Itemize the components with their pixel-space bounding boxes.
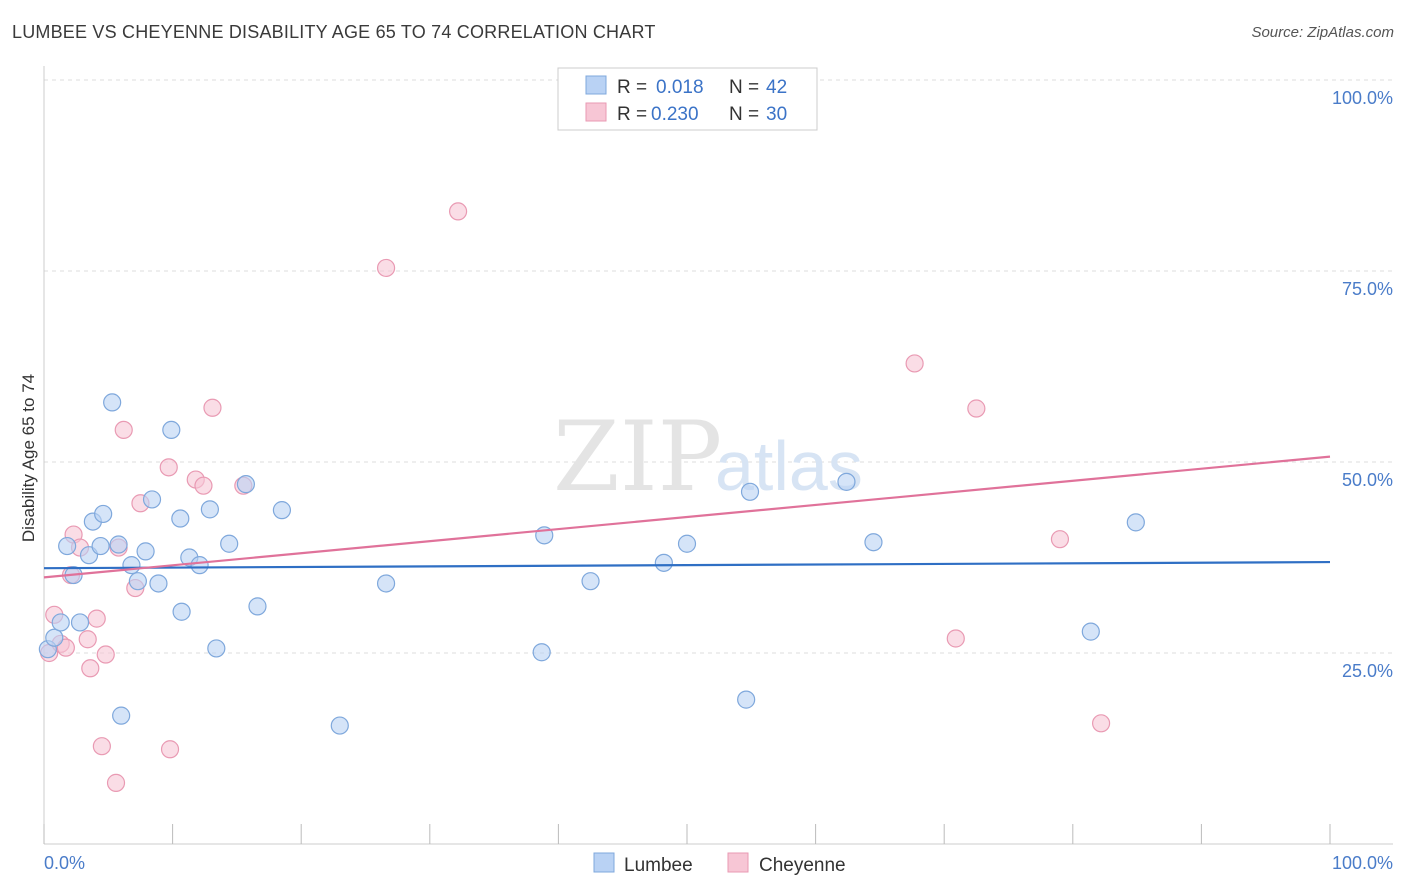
watermark-zip: ZIP (553, 401, 722, 513)
lumbee-point-31 (532, 643, 551, 662)
legend-bottom-cheyenne-swatch (727, 852, 749, 873)
cheyenne-r-label: R = (617, 104, 647, 125)
lumbee-point-28 (272, 501, 292, 520)
lumbee-point-5 (70, 613, 90, 632)
lumbee-point-25 (220, 534, 239, 553)
lumbee-point-40 (1081, 622, 1100, 641)
cheyenne-n-label: N = (729, 104, 759, 125)
x-tick-label-max: 100.0% (1332, 853, 1393, 873)
lumbee-point-9 (94, 504, 113, 524)
lumbee-point-16 (142, 490, 162, 509)
lumbee-point-14 (128, 572, 147, 591)
cheyenne-n-value: 30 (766, 104, 787, 125)
cheyenne-point-23 (376, 258, 396, 278)
lumbee-point-30 (376, 574, 396, 593)
cheyenne-point-3 (56, 638, 75, 657)
cheyenne-point-14 (114, 420, 133, 440)
cheyenne-swatch (585, 102, 607, 122)
cheyenne-r-value: 0.230 (651, 104, 699, 125)
lumbee-point-33 (581, 572, 600, 591)
lumbee-r-value: 0.018 (656, 77, 704, 98)
lumbee-point-2 (51, 613, 70, 632)
legend-bottom-cheyenne-label: Cheyenne (759, 855, 846, 876)
chart-title: LUMBEE VS CHEYENNE DISABILITY AGE 65 TO … (12, 22, 656, 42)
cheyenne-point-21 (203, 398, 222, 417)
lumbee-point-36 (737, 690, 756, 709)
lumbee-point-26 (236, 475, 256, 494)
cheyenne-trend-line (43, 455, 1331, 579)
lumbee-point-10 (103, 393, 122, 412)
lumbee-point-18 (162, 420, 181, 440)
lumbee-point-15 (136, 542, 155, 561)
legend-bottom: Lumbee Cheyenne (593, 852, 846, 876)
source-label: Source: ZipAtlas.com (1251, 24, 1394, 41)
lumbee-point-38 (837, 472, 856, 491)
lumbee-point-34 (654, 553, 673, 572)
y-tick-label-2: 75.0% (1342, 279, 1393, 299)
cheyenne-point-10 (92, 737, 111, 756)
cheyenne-point-24 (448, 202, 468, 221)
y-tick-label-0: 25.0% (1342, 661, 1393, 681)
lumbee-point-35 (677, 534, 697, 553)
y-axis-label: Disability Age 65 to 74 (19, 374, 38, 542)
cheyenne-point-26 (946, 629, 965, 648)
legend-bottom-lumbee-label: Lumbee (624, 855, 693, 876)
watermark-atlas: atlas (715, 427, 863, 505)
lumbee-point-19 (171, 509, 190, 528)
lumbee-point-22 (190, 556, 209, 575)
lumbee-r-label: R = (617, 77, 647, 98)
lumbee-point-41 (1126, 513, 1145, 532)
lumbee-point-23 (200, 500, 219, 519)
cheyenne-points (40, 202, 1111, 792)
cheyenne-point-20 (194, 476, 213, 495)
lumbee-swatch (585, 75, 607, 95)
lumbee-point-20 (172, 602, 191, 621)
lumbee-points (38, 393, 1145, 735)
lumbee-point-24 (207, 639, 226, 658)
y-tick-labels: 25.0% 50.0% 75.0% 100.0% (1332, 88, 1393, 681)
cheyenne-point-9 (87, 609, 106, 628)
cheyenne-point-27 (967, 399, 986, 418)
lumbee-point-8 (91, 536, 110, 556)
lumbee-point-13 (122, 556, 141, 575)
y-tick-label-3: 100.0% (1332, 88, 1393, 108)
lumbee-n-label: N = (729, 77, 759, 98)
cheyenne-point-17 (160, 740, 180, 759)
trend-lines (43, 455, 1331, 579)
lumbee-point-12 (112, 706, 131, 725)
lumbee-point-1 (45, 628, 64, 647)
cheyenne-point-8 (81, 659, 100, 678)
legend-top: R = 0.018 N = 42 R = 0.230 N = 30 (557, 67, 818, 131)
lumbee-point-11 (109, 535, 128, 554)
x-tick-labels: 0.0% 100.0% (44, 853, 1393, 873)
cheyenne-point-11 (96, 645, 115, 664)
cheyenne-point-29 (1091, 714, 1111, 733)
cheyenne-point-7 (78, 630, 97, 649)
lumbee-point-39 (864, 533, 883, 552)
lumbee-point-27 (248, 597, 267, 616)
cheyenne-point-18 (159, 458, 178, 477)
lumbee-point-37 (740, 482, 760, 501)
legend-bottom-lumbee-swatch (593, 852, 615, 873)
watermark: ZIP atlas (553, 401, 863, 513)
lumbee-n-value: 42 (766, 77, 787, 98)
cheyenne-point-28 (1050, 530, 1070, 549)
lumbee-trend-line (43, 560, 1331, 570)
cheyenne-point-12 (106, 773, 126, 792)
lumbee-point-17 (149, 574, 168, 593)
cheyenne-point-25 (905, 354, 924, 373)
lumbee-point-29 (330, 716, 349, 735)
axes (43, 66, 1393, 845)
x-tick-label-min: 0.0% (44, 853, 85, 873)
y-tick-label-1: 50.0% (1342, 470, 1393, 490)
lumbee-point-3 (58, 536, 77, 556)
